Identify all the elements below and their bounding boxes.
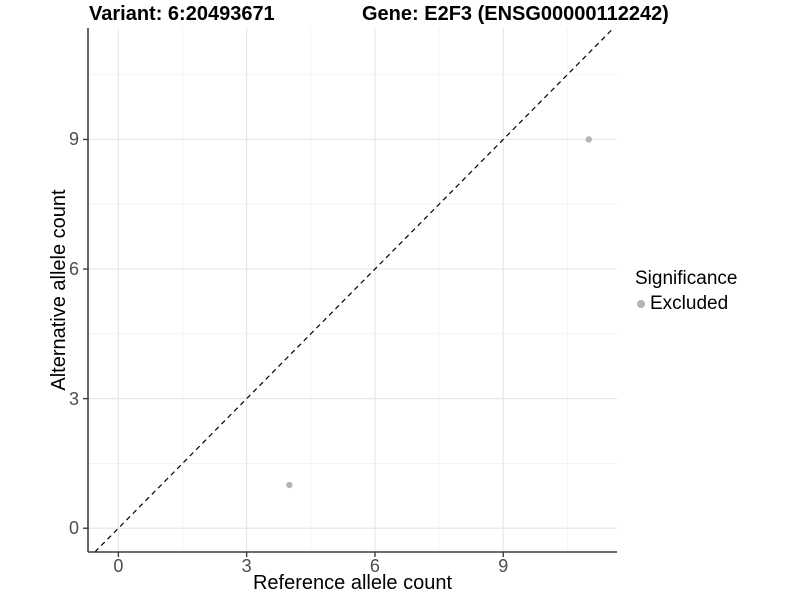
y-axis-tick-label: 9 xyxy=(68,129,79,150)
data-point xyxy=(286,481,293,489)
y-axis-tick-label: 6 xyxy=(68,259,79,280)
y-axis-title: Alternative allele count xyxy=(48,189,70,391)
x-axis-tick-label: 0 xyxy=(113,556,124,576)
plot-title-variant: Variant: 6:20493671 xyxy=(89,3,275,25)
identity-reference-line xyxy=(94,27,615,553)
y-axis-tick-label: 0 xyxy=(68,518,79,539)
legend: Significance Excluded xyxy=(635,267,737,315)
legend-items: Excluded xyxy=(635,293,737,315)
legend-item: Excluded xyxy=(637,293,737,315)
x-axis-tick-label: 3 xyxy=(241,556,252,576)
legend-title: Significance xyxy=(635,268,738,289)
y-axis-tick-label: 3 xyxy=(68,388,79,409)
legend-item-label: Excluded xyxy=(650,293,729,314)
legend-point-icon xyxy=(637,300,645,308)
x-axis-tick-label: 9 xyxy=(498,556,509,576)
data-point xyxy=(585,136,592,143)
x-axis-tick-label: 6 xyxy=(369,556,380,576)
plot-title-gene: Gene: E2F3 (ENSG00000112242) xyxy=(362,3,669,25)
x-axis-title: Reference allele count xyxy=(252,572,452,594)
